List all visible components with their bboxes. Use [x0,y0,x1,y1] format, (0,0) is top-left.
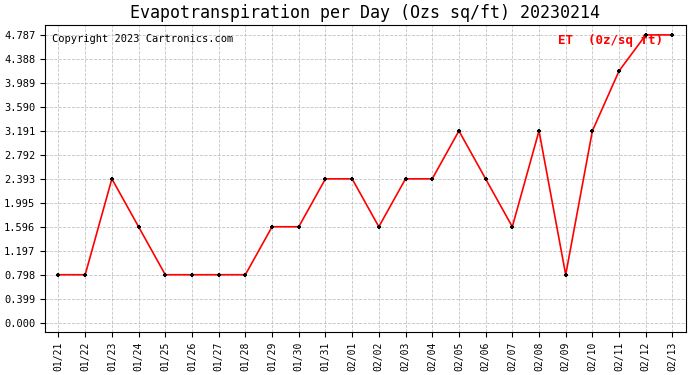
Point [480,176,491,182]
Point [186,272,197,278]
Point [587,128,598,134]
Text: Copyright 2023 Cartronics.com: Copyright 2023 Cartronics.com [52,34,233,44]
Point [320,176,331,182]
Point [426,176,437,182]
Text: ET  (0z/sq ft): ET (0z/sq ft) [558,34,662,47]
Point [373,224,384,230]
Title: Evapotranspiration per Day (Ozs sq/ft) 20230214: Evapotranspiration per Day (Ozs sq/ft) 2… [130,4,600,22]
Point [533,128,544,134]
Point [213,272,224,278]
Point [613,68,624,74]
Point [640,32,651,38]
Point [400,176,411,182]
Point [133,224,144,230]
Point [240,272,251,278]
Point [506,224,518,230]
Point [560,272,571,278]
Point [346,176,357,182]
Point [266,224,277,230]
Point [106,176,117,182]
Point [79,272,90,278]
Point [293,224,304,230]
Point [160,272,171,278]
Point [667,32,678,38]
Point [53,272,64,278]
Point [453,128,464,134]
